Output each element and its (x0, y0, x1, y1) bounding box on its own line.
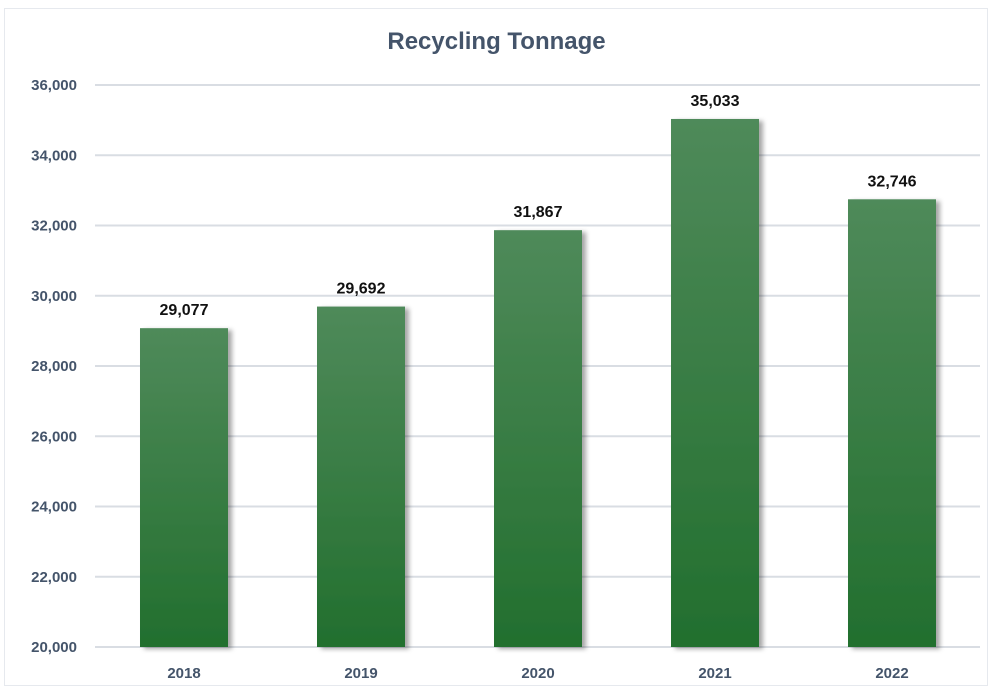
bar-2022 (848, 199, 936, 647)
y-tick-label: 22,000 (31, 569, 77, 586)
chart-title: Recycling Tonnage (387, 28, 606, 55)
bars (140, 118, 936, 647)
y-axis: 20,000 22,000 24,000 26,000 28,000 30,000 32,0… (31, 77, 77, 656)
data-label: 31,867 (514, 204, 563, 221)
y-tick-label: 32,000 (31, 218, 77, 235)
y-tick-label: 36,000 (31, 77, 77, 94)
bar-2020 (494, 230, 582, 647)
x-tick-label: 2021 (698, 665, 731, 682)
x-tick-label: 2020 (521, 665, 554, 682)
bar-2021 (671, 118, 759, 647)
data-label: 29,692 (337, 281, 386, 298)
data-labels: 29,077 29,692 31,867 35,033 32,746 (160, 93, 917, 319)
y-tick-label: 30,000 (31, 288, 77, 305)
y-tick-label: 26,000 (31, 428, 77, 445)
y-tick-label: 34,000 (31, 147, 77, 164)
x-tick-label: 2019 (344, 665, 377, 682)
data-label: 35,033 (691, 93, 740, 110)
data-label: 32,746 (868, 173, 917, 190)
bar-2018 (140, 328, 228, 647)
x-axis: 2018 2019 2020 2021 2022 (167, 665, 908, 682)
bar-2019 (317, 306, 405, 647)
y-tick-label: 28,000 (31, 358, 77, 375)
y-tick-label: 20,000 (31, 639, 77, 656)
x-tick-label: 2022 (875, 665, 908, 682)
x-tick-label: 2018 (167, 665, 200, 682)
y-tick-label: 24,000 (31, 499, 77, 516)
data-label: 29,077 (160, 302, 209, 319)
